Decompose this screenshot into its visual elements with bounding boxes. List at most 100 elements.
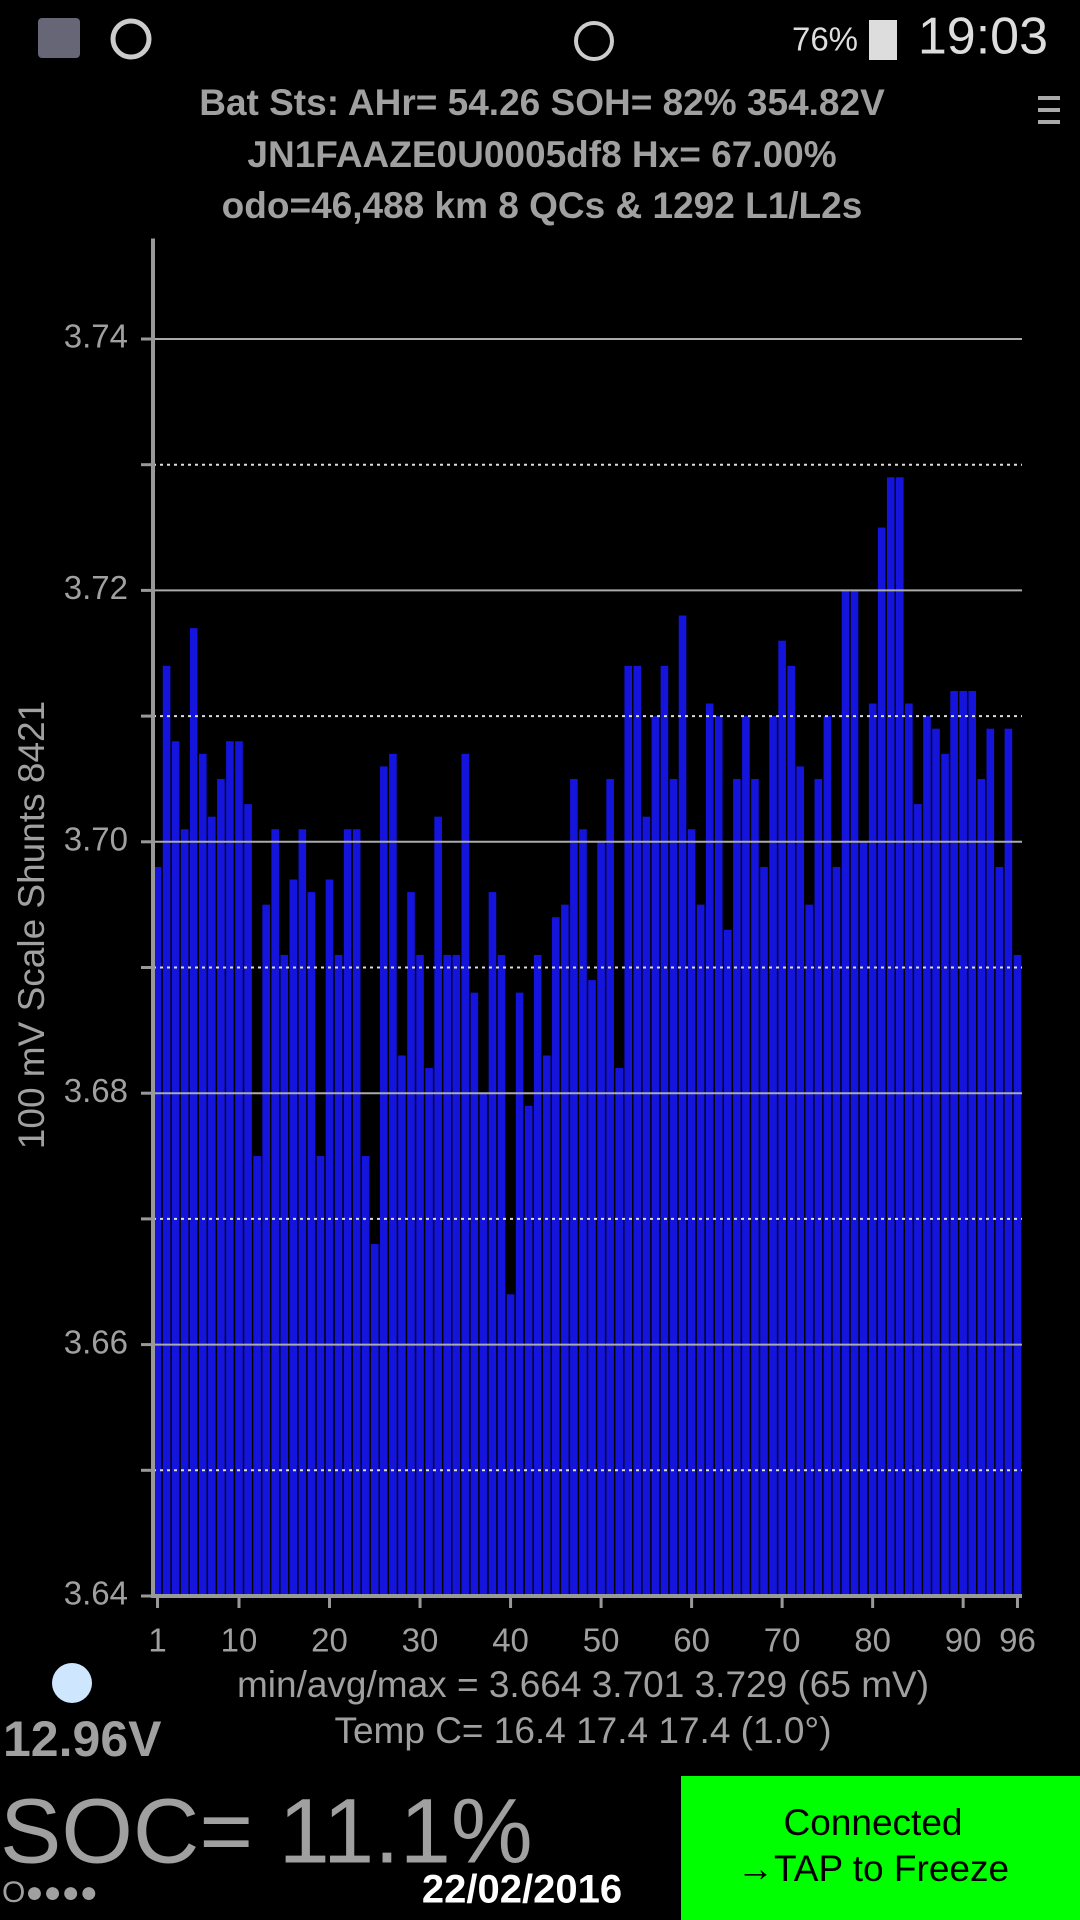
bar xyxy=(651,716,660,1596)
y-axis-label: 100 mV Scale Shunts 8421 xyxy=(11,701,52,1149)
bar xyxy=(941,753,949,1596)
bar xyxy=(986,728,995,1596)
bar xyxy=(995,866,1004,1596)
bar xyxy=(552,917,560,1596)
bar xyxy=(470,992,479,1596)
bar xyxy=(524,1105,533,1596)
bar xyxy=(298,829,307,1596)
freeze-button[interactable]: Connected →TAP to Freeze xyxy=(681,1776,1080,1920)
bar xyxy=(914,804,922,1596)
bar xyxy=(226,741,234,1596)
bar xyxy=(325,879,334,1596)
bar xyxy=(235,741,243,1596)
bar xyxy=(832,866,841,1596)
x-tick-label: 40 xyxy=(492,1622,529,1659)
bar xyxy=(171,741,180,1596)
bar xyxy=(606,778,614,1596)
bulb-icon xyxy=(52,1663,92,1703)
battery-icon xyxy=(869,20,897,60)
bar xyxy=(687,829,696,1596)
bar xyxy=(370,1244,379,1596)
soc: SOC= 11.1% xyxy=(0,1780,533,1882)
y-tick-label: 3.72 xyxy=(64,569,128,606)
bar xyxy=(968,690,977,1596)
bar xyxy=(769,716,777,1596)
bar xyxy=(742,716,750,1596)
x-tick-label: 70 xyxy=(764,1622,801,1659)
bar xyxy=(733,778,741,1596)
bar xyxy=(488,892,497,1596)
bar xyxy=(271,829,280,1596)
y-tick-label: 3.66 xyxy=(64,1323,128,1360)
bar xyxy=(633,665,642,1596)
sync-icon xyxy=(110,18,152,60)
status-dots: O●●●● xyxy=(2,1876,98,1909)
bar xyxy=(398,1055,406,1596)
bar xyxy=(561,904,569,1596)
bar xyxy=(262,904,270,1596)
bar xyxy=(615,1068,623,1596)
bar xyxy=(416,954,424,1596)
y-tick-label: 3.68 xyxy=(64,1072,128,1109)
x-tick-label: 1 xyxy=(148,1622,166,1659)
date: 22/02/2016 xyxy=(422,1868,622,1912)
header-line: Bat Sts: AHr= 54.26 SOH= 82% 354.82V xyxy=(199,82,885,123)
bar xyxy=(814,778,823,1596)
bar xyxy=(642,816,651,1596)
bar xyxy=(244,804,252,1596)
bar xyxy=(180,829,189,1596)
bar xyxy=(796,766,805,1596)
bar xyxy=(669,778,678,1596)
bar xyxy=(506,1294,515,1596)
stats-line: min/avg/max = 3.664 3.701 3.729 (65 mV) xyxy=(237,1664,929,1705)
bar xyxy=(624,665,633,1596)
bar xyxy=(895,477,904,1596)
bar xyxy=(334,954,343,1596)
bar xyxy=(352,829,361,1596)
bar xyxy=(280,954,289,1596)
bar xyxy=(153,866,162,1596)
button-text[interactable]: Connected xyxy=(784,1802,963,1843)
x-tick-label: 80 xyxy=(854,1622,891,1659)
bar xyxy=(497,954,506,1596)
bar xyxy=(343,829,352,1596)
bar xyxy=(868,703,877,1596)
bar xyxy=(977,778,986,1596)
bar xyxy=(886,477,895,1596)
bar xyxy=(724,929,732,1596)
header-line: odo=46,488 km 8 QCs & 1292 L1/L2s xyxy=(222,185,863,226)
x-tick-label: 50 xyxy=(583,1622,620,1659)
x-tick-label: 20 xyxy=(311,1622,348,1659)
alarm-icon xyxy=(574,21,614,61)
bar xyxy=(778,640,786,1596)
bar xyxy=(588,980,596,1596)
bar xyxy=(407,892,415,1596)
bar xyxy=(515,992,524,1596)
bar xyxy=(198,753,207,1596)
bar xyxy=(859,841,868,1596)
header-line: JN1FAAZE0U0005df8 Hx= 67.00% xyxy=(247,134,836,175)
bar xyxy=(932,728,940,1596)
bar xyxy=(751,778,759,1596)
bar xyxy=(217,778,225,1596)
bar xyxy=(533,954,542,1596)
bar xyxy=(425,1068,433,1596)
menu-icon[interactable] xyxy=(1038,96,1060,124)
bar xyxy=(361,1156,370,1596)
button-text[interactable]: →TAP to Freeze xyxy=(737,1848,1009,1889)
bar xyxy=(714,716,723,1596)
bar xyxy=(307,892,316,1596)
bar xyxy=(443,954,451,1596)
clock: 19:03 xyxy=(918,8,1048,66)
bar xyxy=(434,816,442,1596)
bar xyxy=(705,703,714,1596)
x-tick-label: 90 xyxy=(945,1622,982,1659)
bar xyxy=(316,1156,325,1596)
bar xyxy=(877,527,886,1596)
battery-percent: 76% xyxy=(792,21,858,58)
button-bg[interactable] xyxy=(681,1776,1080,1920)
bar xyxy=(678,615,687,1596)
stats-line: Temp C= 16.4 17.4 17.4 (1.0°) xyxy=(334,1710,831,1751)
bar xyxy=(253,1156,261,1596)
